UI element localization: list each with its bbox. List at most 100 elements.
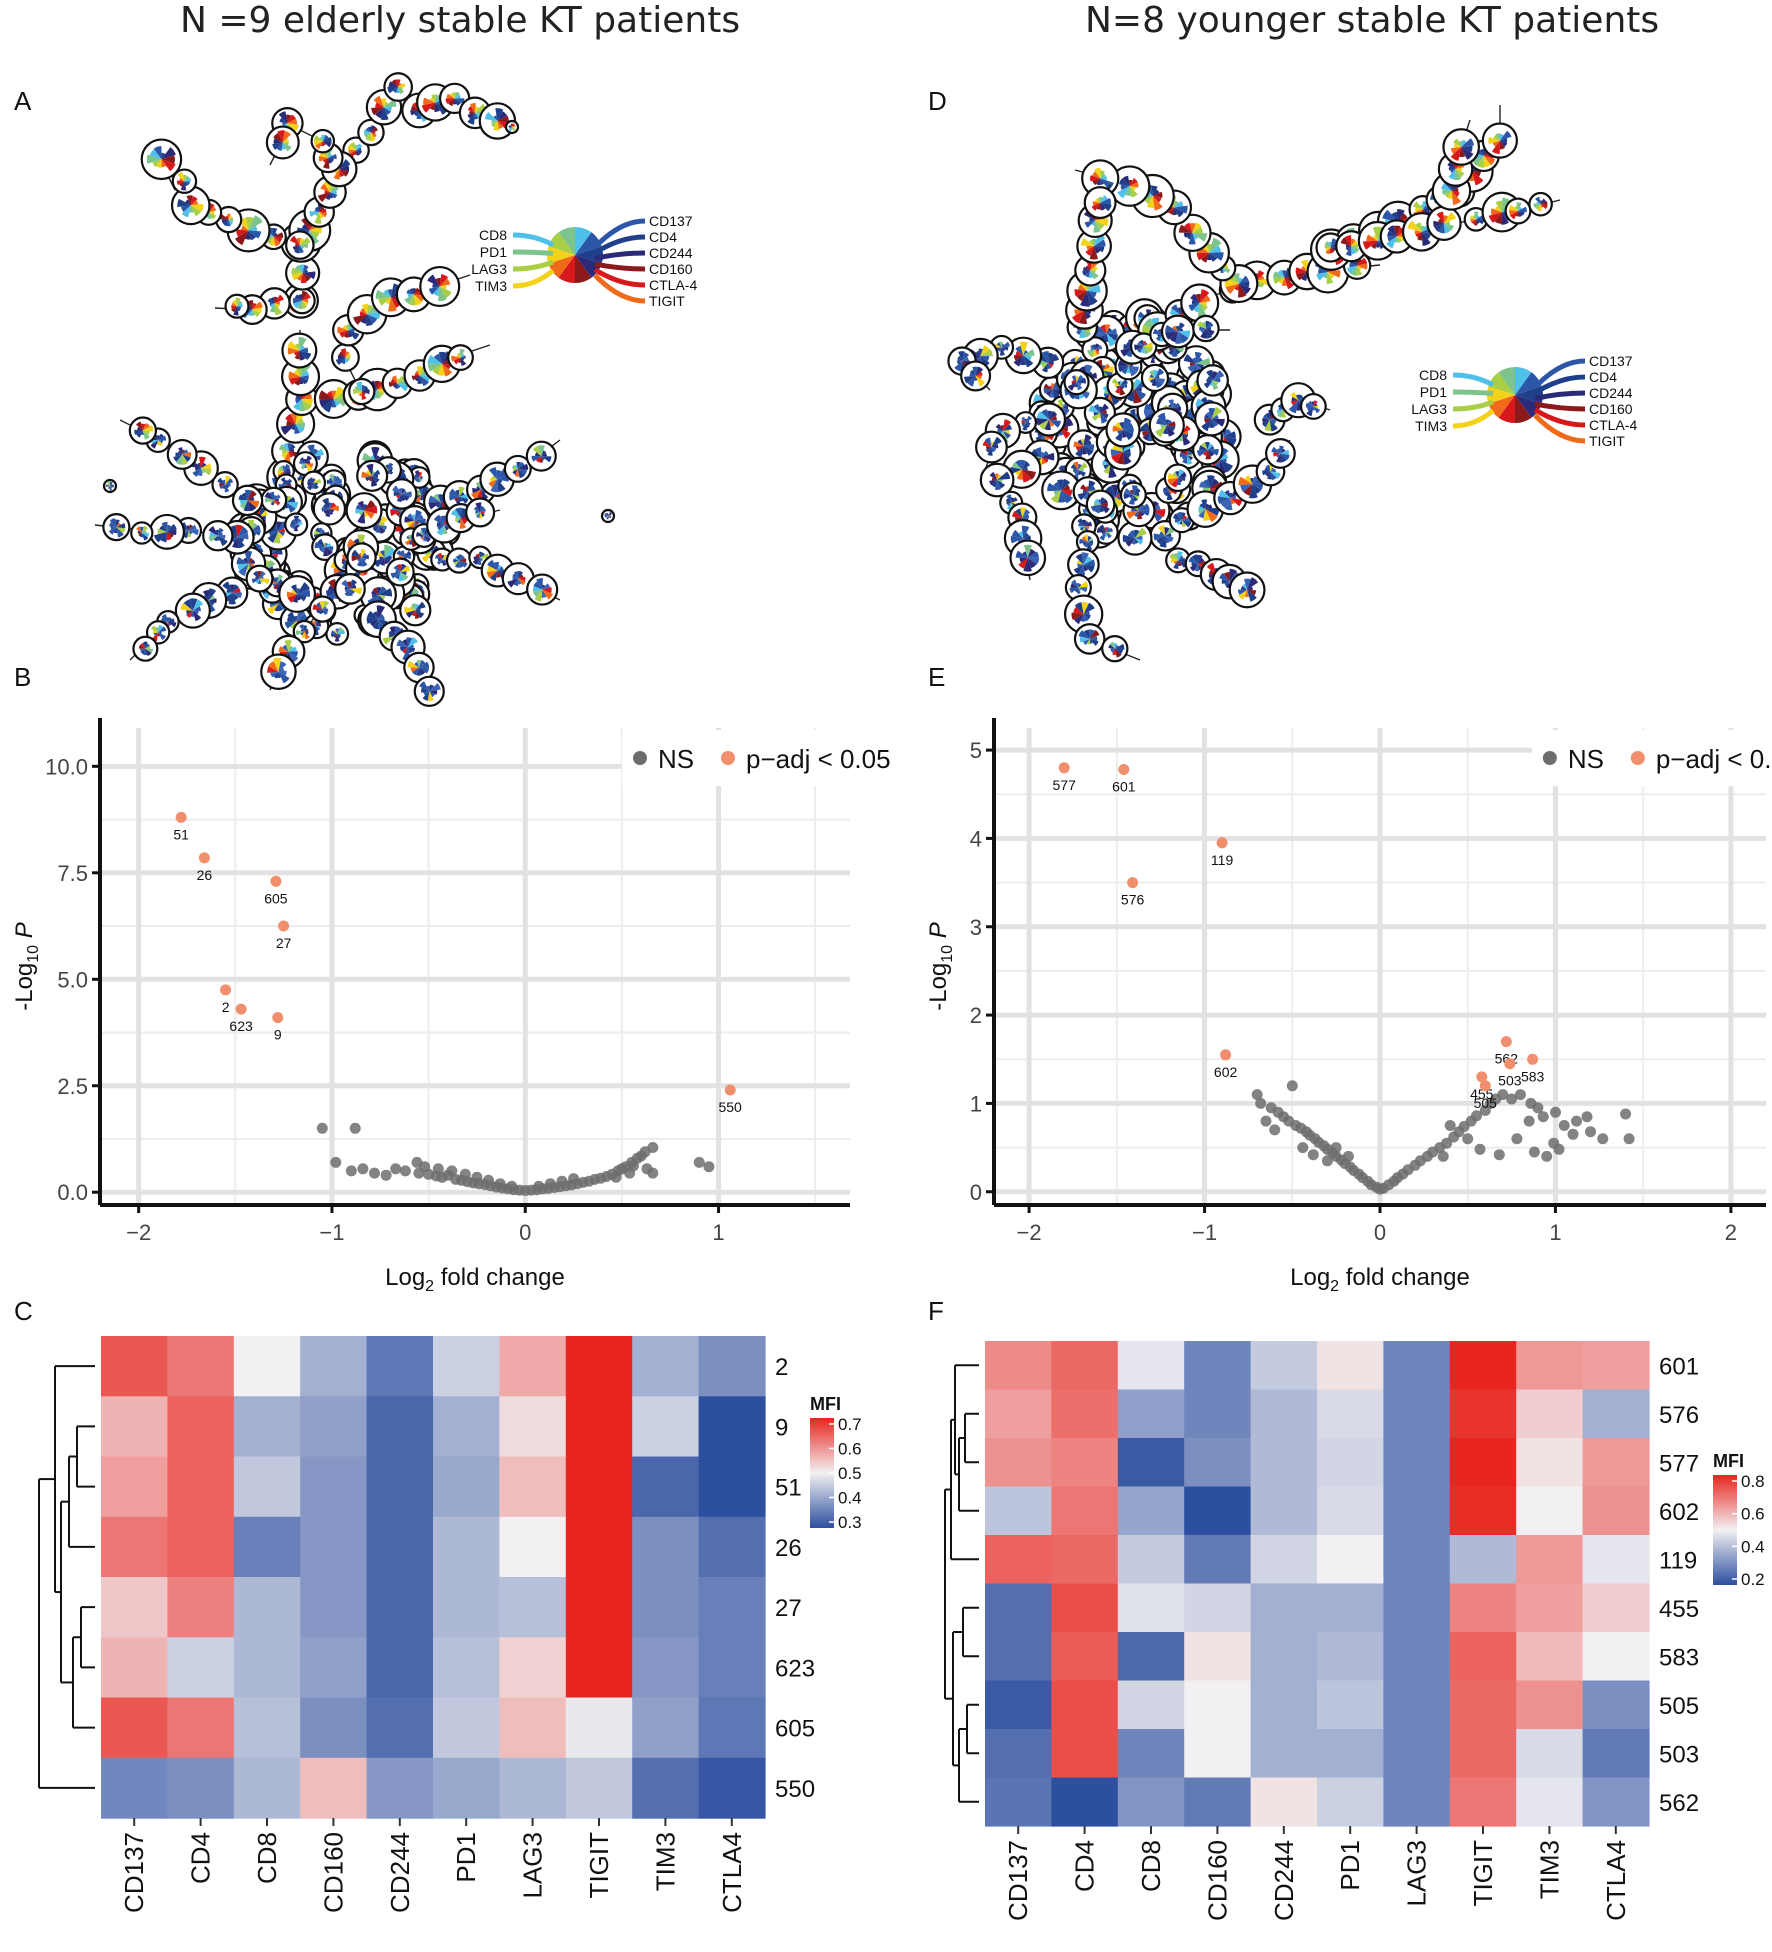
heatmap-cell xyxy=(433,1757,500,1819)
heatmap-cell xyxy=(1516,1680,1584,1730)
legend-leader xyxy=(1533,374,1586,396)
heatmap-cell xyxy=(1250,1389,1318,1439)
heatmap-cell xyxy=(1582,1535,1650,1585)
heatmap-cell xyxy=(985,1632,1052,1682)
heatmap-cell xyxy=(366,1577,434,1638)
sig-point xyxy=(1527,1053,1539,1065)
x-tick-label: −2 xyxy=(126,1220,151,1245)
legend-pie-slice xyxy=(1498,395,1515,424)
heatmap-cell xyxy=(1051,1438,1119,1488)
row-label: 2 xyxy=(775,1354,788,1381)
row-label: 503 xyxy=(1659,1741,1699,1768)
row-label: 27 xyxy=(775,1595,802,1622)
heatmap-cell xyxy=(499,1697,567,1759)
legend-leader xyxy=(594,261,646,272)
sig-point xyxy=(1500,1036,1512,1048)
heatmap-cell xyxy=(1051,1632,1119,1682)
legend-pie-slice xyxy=(575,226,592,255)
column-label: CD160 xyxy=(1202,1840,1232,1921)
legend-key-lag3: LAG3 xyxy=(471,261,507,277)
legend-sig-marker xyxy=(1630,751,1645,765)
heatmap-cell xyxy=(1250,1729,1318,1779)
column-label: CD4 xyxy=(186,1832,216,1884)
heatmap-cell xyxy=(1383,1583,1451,1633)
heatmap-cell xyxy=(1449,1632,1517,1682)
ns-point xyxy=(1541,1150,1553,1162)
heatmap-cell xyxy=(698,1757,766,1819)
heatmap-cell xyxy=(101,1336,168,1397)
heatmap-cell xyxy=(985,1438,1052,1488)
heatmap-cell xyxy=(433,1516,500,1578)
legend-pie-slice xyxy=(558,255,575,284)
x-tick-label: −1 xyxy=(1192,1220,1217,1245)
legend-pie-slice xyxy=(575,232,602,255)
heatmap-cell xyxy=(1317,1632,1384,1682)
legend-sig-marker xyxy=(721,751,735,765)
legend-key-cd137: CD137 xyxy=(1589,353,1633,369)
heatmap-cell xyxy=(565,1516,633,1578)
ns-point xyxy=(1523,1115,1535,1127)
legend-key-tim3: TIM3 xyxy=(475,278,507,294)
heatmap-cell xyxy=(499,1577,567,1638)
heatmap-cell xyxy=(1516,1583,1584,1633)
column-label: PD1 xyxy=(1335,1840,1365,1891)
ns-point xyxy=(647,1142,659,1153)
x-tick-label: 0 xyxy=(519,1220,531,1245)
x-axis-label: Log2 fold change xyxy=(385,1264,565,1295)
heatmap-cell xyxy=(1582,1389,1650,1439)
colorbar-tick-label: 0.6 xyxy=(1741,1505,1765,1524)
heatmap-cell xyxy=(366,1456,434,1518)
heatmap-cell xyxy=(1250,1680,1318,1730)
ns-point xyxy=(1620,1108,1632,1120)
legend-pie-slice xyxy=(548,232,575,255)
legend-key-pd1: PD1 xyxy=(480,244,507,260)
heatmap-cell xyxy=(499,1456,567,1518)
ns-point xyxy=(390,1163,402,1175)
legend-key-tim3: TIM3 xyxy=(1415,418,1447,434)
heatmap-cell xyxy=(1449,1777,1517,1827)
sig-point xyxy=(278,920,290,932)
heatmap-cell xyxy=(1250,1583,1318,1633)
heatmap-cell xyxy=(632,1516,700,1578)
sig-point-label: 26 xyxy=(197,867,213,883)
ns-point xyxy=(369,1167,380,1179)
heatmap-cell xyxy=(1117,1341,1185,1391)
heatmap-cell xyxy=(985,1777,1052,1827)
ns-point xyxy=(647,1167,659,1179)
y-tick-label: 5.0 xyxy=(57,967,88,992)
heatmap-cell xyxy=(233,1697,301,1759)
ns-point xyxy=(1493,1149,1505,1161)
ns-point xyxy=(1437,1150,1449,1162)
legend-key-cd8: CD8 xyxy=(479,227,507,243)
heatmap-cell xyxy=(632,1396,700,1458)
legend-pie-slice xyxy=(547,246,575,264)
heatmap-cell xyxy=(565,1577,633,1638)
heatmap-cell xyxy=(1184,1535,1252,1585)
heatmap-cell xyxy=(101,1456,168,1518)
heatmap-cell xyxy=(1184,1583,1252,1633)
heatmap-cell xyxy=(1449,1341,1517,1391)
heatmap-cell xyxy=(233,1757,301,1819)
sig-point-label: 605 xyxy=(264,890,288,906)
heatmap-cell xyxy=(1184,1729,1252,1779)
heatmap-cell xyxy=(167,1757,235,1819)
ns-point xyxy=(1550,1106,1561,1118)
heatmap-cell xyxy=(1582,1632,1650,1682)
legend-key-ctla4: CTLA-4 xyxy=(1589,417,1637,433)
sig-point xyxy=(1216,837,1228,849)
column-label: CD244 xyxy=(1269,1840,1299,1921)
y-tick-label: 2 xyxy=(970,1003,982,1028)
heatmap-cell xyxy=(698,1577,766,1638)
legend-key-cd137: CD137 xyxy=(649,213,693,229)
heatmap-cell xyxy=(1317,1535,1384,1585)
heatmap-cell xyxy=(1051,1389,1119,1439)
heatmap-cell xyxy=(1317,1680,1384,1730)
heatmap-cell xyxy=(1117,1535,1185,1585)
sig-point-label: 601 xyxy=(1112,779,1136,795)
heatmap-cell xyxy=(1516,1632,1584,1682)
colorbar-tick-label: 0.7 xyxy=(838,1415,862,1434)
sig-point-label: 119 xyxy=(1211,852,1234,868)
y-tick-label: 7.5 xyxy=(57,861,88,886)
